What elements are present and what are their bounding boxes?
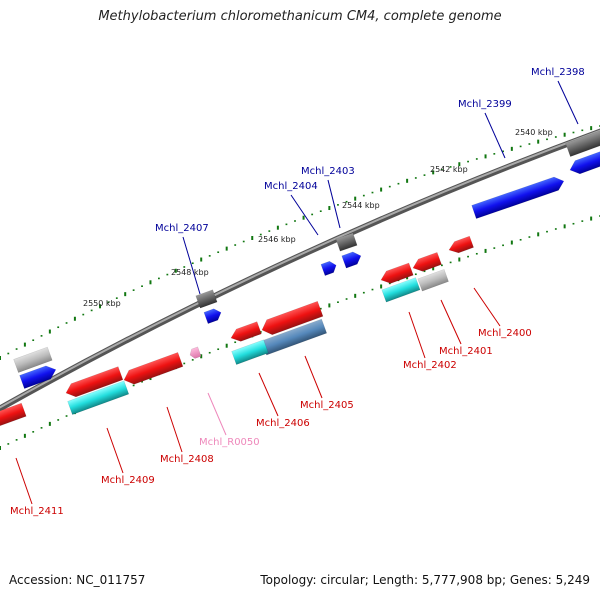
- gene-feature-mchl_2410: [13, 346, 53, 373]
- gene-feature-mchl_2401-block: [417, 268, 449, 292]
- gene-feature-mchl_2399: [471, 176, 565, 219]
- gene-label[interactable]: Mchl_2408: [160, 454, 214, 465]
- leader-line: [408, 311, 426, 359]
- tick-label: 2550 kbp: [83, 299, 121, 308]
- tick-label: 2546 kbp: [258, 235, 296, 244]
- gene-label[interactable]: Mchl_2399: [458, 99, 512, 110]
- leader-line: [473, 287, 501, 327]
- leader-line: [207, 392, 227, 436]
- leader-line: [290, 194, 319, 236]
- gene-feature-mchl_2410-block: [19, 365, 57, 389]
- gene-feature-mchl_2406-block: [231, 339, 269, 365]
- gene-label[interactable]: Mchl_2411: [10, 506, 64, 517]
- leader-line: [440, 299, 462, 345]
- gene-feature-mchl_2402: [380, 262, 414, 284]
- gene-feature-mchl_2408: [123, 352, 184, 385]
- gene-label[interactable]: Mchl_2398: [531, 67, 585, 78]
- tick-label: 2544 kbp: [342, 201, 380, 210]
- gene-label[interactable]: Mchl_2409: [101, 475, 155, 486]
- gene-feature-mchl_2400: [448, 235, 474, 254]
- gene-label[interactable]: Mchl_2407: [155, 223, 209, 234]
- genome-backbone: [0, 128, 600, 412]
- gene-labels: Mchl_2398 Mchl_2399 Mchl_2403 Mchl_2404 Mchl…: [10, 67, 585, 517]
- gene-label[interactable]: Mchl_2400: [478, 328, 532, 339]
- gene-feature-mchl_2401: [412, 251, 442, 272]
- leader-line: [304, 355, 323, 399]
- gene-feature-mchl_2407-block: [203, 308, 222, 324]
- tick-labels: 2540 kbp 2542 kbp 2544 kbp 2546 kbp 2548 kbp…: [83, 128, 553, 308]
- tick-label: 2540 kbp: [515, 128, 553, 137]
- gene-feature-mchl_2404: [320, 260, 337, 276]
- leader-line: [182, 236, 201, 295]
- gene-feature-mchl_2403-block: [341, 251, 362, 269]
- gene-feature-mchl_2398: [565, 129, 600, 157]
- gene-label[interactable]: Mchl_R0050: [199, 437, 260, 448]
- gene-feature-mchl_2409: [65, 366, 124, 398]
- leader-line: [166, 406, 183, 453]
- gene-feature-mchl_2411: [0, 402, 27, 427]
- gene-label[interactable]: Mchl_2404: [264, 181, 318, 192]
- genome-summary-text: Topology: circular; Length: 5,777,908 bp…: [260, 573, 590, 587]
- gene-feature-mchl_2409-block: [67, 380, 130, 415]
- tick-label: 2542 kbp: [430, 165, 468, 174]
- gene-label[interactable]: Mchl_2405: [300, 400, 354, 411]
- gene-label[interactable]: Mchl_2401: [439, 346, 493, 357]
- gene-feature-mchl_2405: [261, 300, 324, 336]
- gene-feature-mchl_r0050: [189, 346, 202, 359]
- diagram-title: Methylobacterium chloromethanicum CM4, c…: [98, 9, 502, 24]
- gene-label[interactable]: Mchl_2406: [256, 418, 310, 429]
- gene-label[interactable]: Mchl_2403: [301, 166, 355, 177]
- gene-feature-mchl_2402-block: [381, 277, 421, 303]
- gene-feature-mchl_2403: [335, 232, 358, 252]
- accession-text: Accession: NC_011757: [9, 573, 146, 587]
- leader-line: [327, 179, 341, 229]
- tick-label: 2548 kbp: [171, 268, 209, 277]
- leader-line: [258, 372, 279, 417]
- gene-feature-mchl_2407: [195, 289, 218, 309]
- leader-line: [484, 112, 506, 159]
- gene-label[interactable]: Mchl_2402: [403, 360, 457, 371]
- gene-feature-mchl_2406: [230, 321, 262, 342]
- leader-line: [557, 80, 579, 125]
- leader-line: [15, 457, 33, 505]
- label-leader-lines: [15, 80, 579, 505]
- gene-features: [0, 129, 600, 427]
- leader-line: [106, 427, 124, 474]
